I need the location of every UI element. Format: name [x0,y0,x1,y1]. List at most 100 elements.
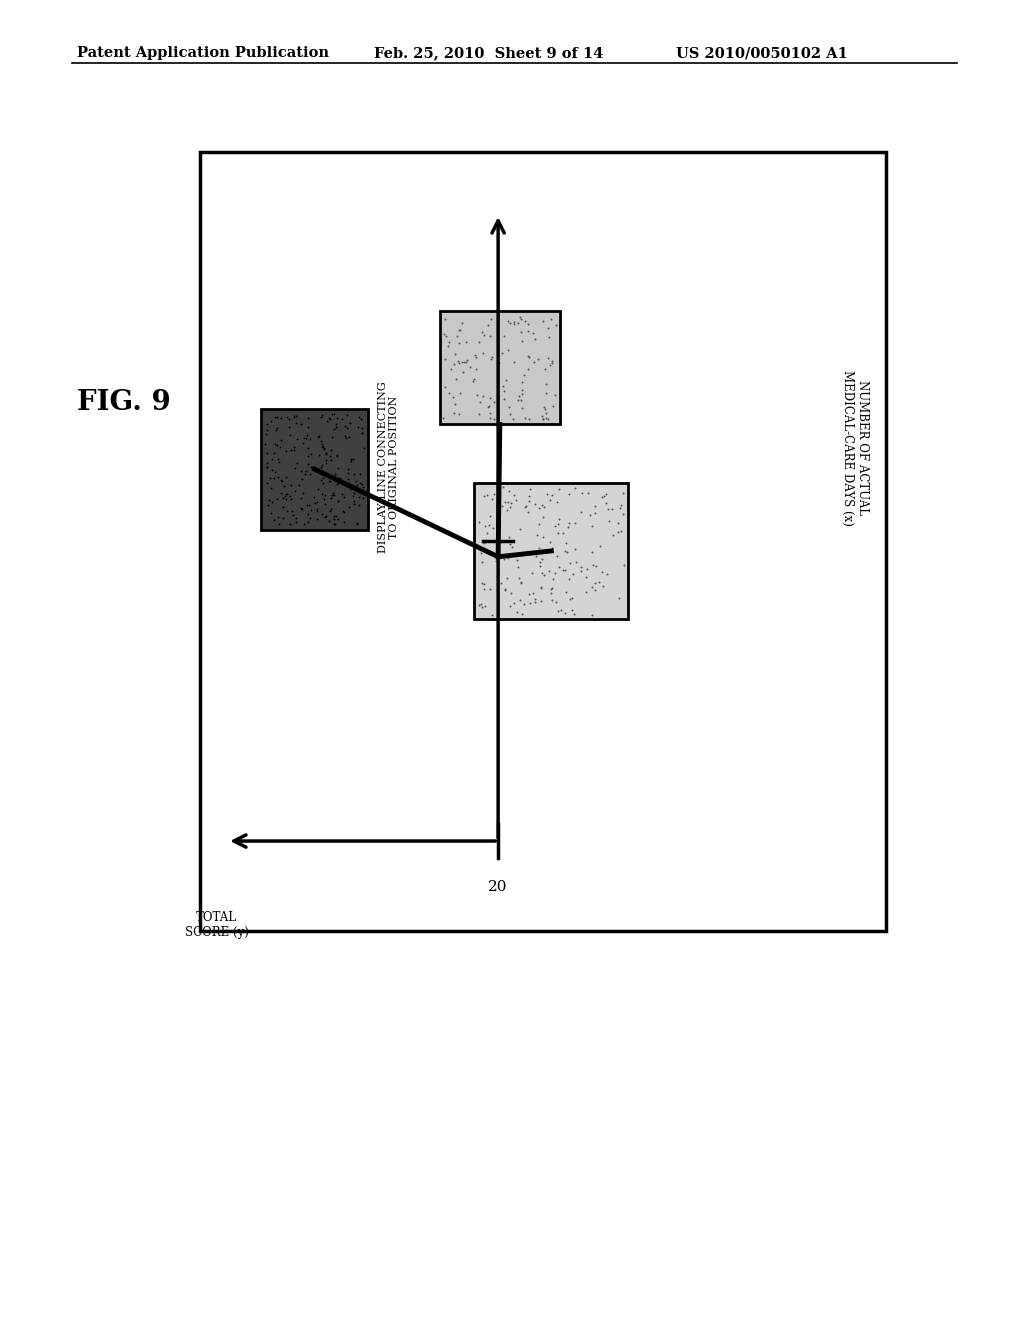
Point [557,560,573,581]
Point [474,321,490,342]
Point [317,444,334,465]
Point [521,491,538,512]
Point [316,494,333,515]
Point [340,463,356,484]
Point [531,552,548,573]
Point [496,325,512,346]
Point [494,573,510,594]
Point [300,437,316,458]
Point [502,313,518,334]
Point [564,564,581,585]
Point [485,517,502,539]
Point [472,392,488,413]
Point [334,409,350,430]
Point [474,572,490,593]
Point [343,449,359,470]
Point [587,503,603,524]
Point [542,490,558,511]
Point [299,511,315,532]
Point [564,599,581,620]
Point [540,408,556,429]
Point [289,428,305,449]
Point [520,408,537,429]
Point [458,351,474,372]
Point [348,470,365,491]
Point [267,420,284,441]
Text: 10: 10 [522,535,542,548]
Point [260,490,276,511]
Point [336,486,352,507]
Point [305,487,322,508]
Point [550,601,566,622]
Point [535,405,551,426]
Point [311,444,328,465]
Point [314,463,331,484]
Point [259,473,275,494]
Point [293,499,309,520]
Point [278,488,294,510]
Point [520,583,537,605]
Point [316,484,333,506]
Point [451,403,467,424]
Point [286,407,302,428]
Point [494,495,510,516]
Point [280,500,296,521]
Point [338,404,354,425]
Point [259,444,275,465]
Point [350,407,367,428]
Point [580,482,596,503]
Point [573,560,590,581]
Point [543,582,559,603]
Point [286,405,302,426]
Point [496,380,512,401]
Point [344,449,360,470]
Point [323,450,339,471]
Point [483,605,500,626]
Point [446,403,463,424]
Point [451,319,467,341]
Point [289,413,305,434]
Point [474,597,490,618]
Point [502,533,518,554]
Point [324,426,340,447]
Point [346,494,362,515]
Point [541,326,557,347]
Point [532,591,549,612]
Point [555,523,571,544]
Point [541,560,557,581]
Point [599,564,615,585]
Point [313,469,330,490]
Point [469,384,485,405]
Point [295,483,311,504]
Point [564,587,581,609]
Point [302,429,318,450]
Text: 20: 20 [488,880,508,894]
Point [314,473,331,494]
Point [499,500,515,521]
Point [594,561,610,582]
Point [437,376,454,397]
Point [565,603,582,624]
Point [310,478,327,499]
Point [513,573,529,594]
Point [508,490,524,511]
Point [486,544,503,565]
Point [349,475,366,496]
Point [334,483,350,504]
Point [437,348,454,370]
Point [295,433,311,454]
Point [293,413,309,434]
Text: TOTAL
SCORE (y): TOTAL SCORE (y) [185,911,249,939]
Point [268,417,285,438]
Point [559,541,575,562]
Point [300,445,316,466]
Point [356,437,373,458]
Point [325,404,341,425]
Point [446,343,463,364]
Point [262,502,279,523]
Point [598,483,614,504]
Point [548,591,564,612]
Point [326,418,342,440]
Point [337,416,353,437]
Point [317,453,334,474]
